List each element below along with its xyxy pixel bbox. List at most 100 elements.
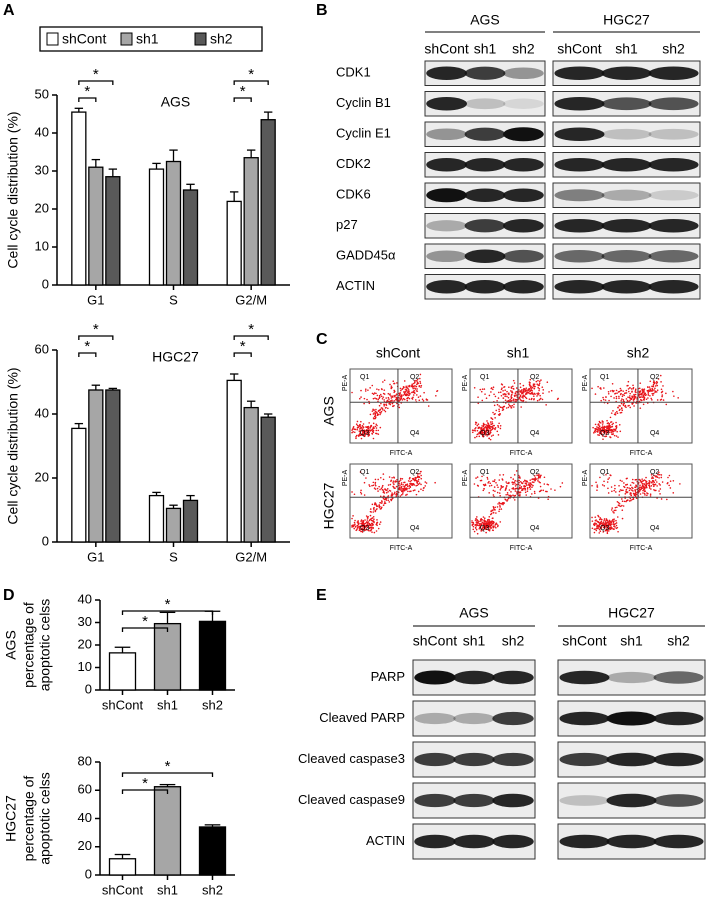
lane-label: shCont <box>557 41 601 57</box>
event-dot <box>661 481 664 483</box>
event-dot <box>606 425 608 427</box>
event-dot <box>521 396 523 398</box>
event-dot <box>512 478 515 480</box>
event-dot <box>352 425 355 428</box>
event-dot <box>498 492 501 494</box>
event-dot <box>487 522 490 525</box>
event-dot <box>658 477 660 479</box>
event-dot <box>511 385 514 388</box>
lane-label: sh1 <box>474 41 497 57</box>
panel-label: C <box>316 331 328 348</box>
event-dot <box>377 398 380 401</box>
event-dot <box>407 480 410 482</box>
event-dot <box>495 481 497 484</box>
event-dot <box>529 483 532 485</box>
event-dot <box>630 499 632 502</box>
event-dot <box>492 511 495 514</box>
event-dot <box>415 484 417 487</box>
blot-band <box>414 670 456 685</box>
event-dot <box>672 479 675 482</box>
event-dot <box>594 427 596 430</box>
event-dot <box>652 383 655 386</box>
row-label: CDK2 <box>336 156 371 171</box>
event-dot <box>606 481 609 483</box>
event-dot <box>501 387 503 389</box>
event-dot <box>363 494 366 496</box>
blot-band <box>653 752 704 767</box>
bar <box>226 200 242 286</box>
event-dot <box>360 493 363 495</box>
event-dot <box>496 430 499 433</box>
event-dot <box>376 505 379 508</box>
event-dot <box>494 479 496 481</box>
row-label: GADD45α <box>336 248 396 263</box>
event-dot <box>614 428 616 431</box>
event-dot <box>480 529 483 532</box>
event-dot <box>601 518 603 521</box>
blot-band <box>601 250 652 263</box>
event-dot <box>353 521 356 524</box>
event-dot <box>623 394 625 397</box>
event-dot <box>628 500 631 502</box>
event-dot <box>596 426 598 428</box>
event-dot <box>531 486 533 489</box>
blot-band <box>653 671 704 684</box>
event-dot <box>380 402 382 405</box>
event-dot <box>490 391 492 393</box>
event-dot <box>598 434 600 437</box>
event-dot <box>393 476 395 479</box>
blot-band <box>426 96 467 111</box>
event-dot <box>393 390 396 393</box>
event-dot <box>607 492 610 494</box>
event-dot <box>518 479 520 482</box>
event-dot <box>642 403 645 406</box>
event-dot <box>481 527 484 529</box>
event-dot <box>595 481 597 484</box>
event-dot <box>494 508 496 511</box>
event-dot <box>656 384 659 387</box>
significance-bracket <box>121 627 169 632</box>
bar <box>198 826 227 876</box>
event-dot <box>356 424 359 427</box>
event-dot <box>632 487 634 490</box>
event-dot <box>382 381 384 383</box>
event-dot <box>617 501 620 504</box>
blot-band <box>492 793 534 808</box>
event-dot <box>374 417 377 420</box>
column-label: sh1 <box>507 345 530 361</box>
event-dot <box>656 389 659 392</box>
event-dot <box>486 476 489 479</box>
event-dot <box>645 398 648 401</box>
event-dot <box>383 379 386 382</box>
blot-band <box>426 220 467 232</box>
event-dot <box>595 527 598 530</box>
event-dot <box>483 527 486 530</box>
event-dot <box>609 520 611 523</box>
event-dot <box>418 399 421 402</box>
event-dot <box>352 515 354 517</box>
event-dot <box>401 493 404 495</box>
event-dot <box>657 473 659 476</box>
blot-band <box>554 189 605 202</box>
event-dot <box>599 387 602 389</box>
event-dot <box>665 392 667 395</box>
event-dot <box>539 485 542 488</box>
event-dot <box>375 392 377 395</box>
event-dot <box>639 407 642 409</box>
event-dot <box>652 392 655 395</box>
event-dot <box>386 400 388 402</box>
event-dot <box>492 424 494 427</box>
event-dot <box>395 485 398 488</box>
event-dot <box>477 426 480 429</box>
x-tick-label: G1 <box>87 292 104 307</box>
event-dot <box>616 506 618 509</box>
event-dot <box>406 391 409 393</box>
event-dot <box>505 493 507 496</box>
event-dot <box>489 521 492 524</box>
event-dot <box>481 433 484 436</box>
event-dot <box>399 477 402 480</box>
event-dot <box>642 486 645 488</box>
event-dot <box>351 526 353 528</box>
significance-label: * <box>142 613 148 630</box>
event-dot <box>500 484 502 487</box>
